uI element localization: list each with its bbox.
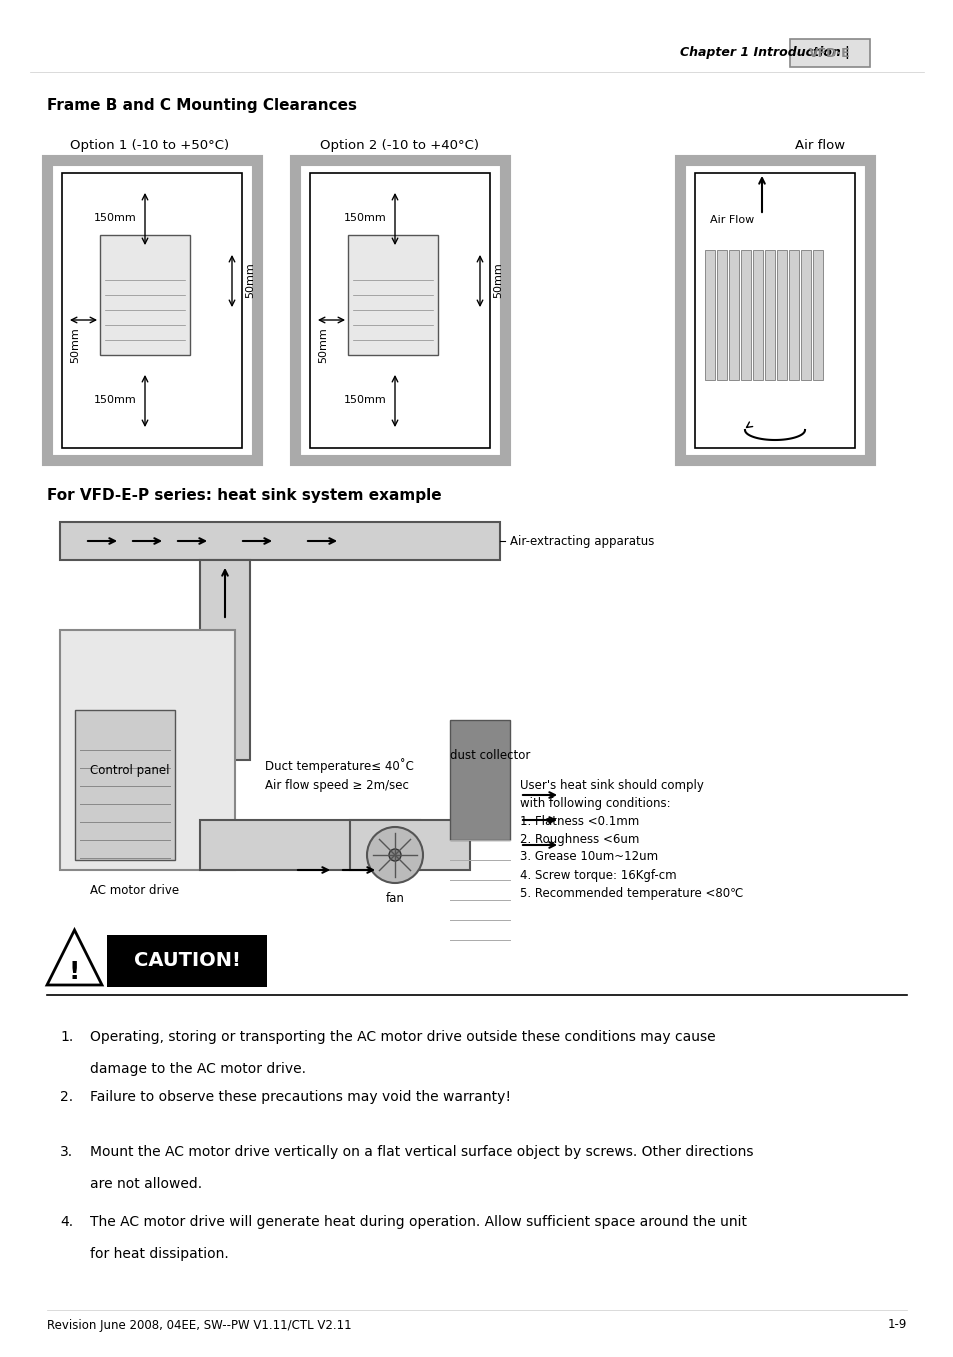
Text: with following conditions:: with following conditions: [519,797,670,810]
Circle shape [389,849,400,860]
Text: 1. Flatness <0.1mm: 1. Flatness <0.1mm [519,814,639,828]
Text: VFD·E: VFD·E [808,46,850,60]
Bar [704,250,714,380]
Bar [740,250,750,380]
Bar [200,820,419,870]
Bar [776,250,786,380]
Text: 50mm: 50mm [317,327,328,362]
Text: Chapter 1 Introduction |: Chapter 1 Introduction | [679,46,849,58]
Text: Air flow: Air flow [794,138,844,152]
Text: Duct temperature≤ 40˚C
Air flow speed ≥ 2m/sec: Duct temperature≤ 40˚C Air flow speed ≥ … [265,759,414,792]
Text: For VFD-E-P series: heat sink system example: For VFD-E-P series: heat sink system exa… [47,487,441,502]
Bar [75,710,174,860]
Bar [310,172,490,448]
Text: 2.: 2. [60,1090,73,1105]
Text: 4. Screw torque: 16Kgf-cm: 4. Screw torque: 16Kgf-cm [519,868,676,882]
Text: 150mm: 150mm [93,395,136,404]
Text: Option 1 (-10 to +50°C): Option 1 (-10 to +50°C) [71,138,230,152]
Bar [801,250,810,380]
Text: 50mm: 50mm [245,262,254,299]
Bar [350,820,470,870]
Text: AC motor drive: AC motor drive [90,883,179,897]
Bar [60,522,499,560]
Text: Option 2 (-10 to +40°C): Option 2 (-10 to +40°C) [320,138,479,152]
Text: Control panel: Control panel [90,764,170,776]
Text: 1-9: 1-9 [886,1319,906,1331]
Bar [752,250,762,380]
Text: 150mm: 150mm [343,395,386,404]
Polygon shape [47,930,102,985]
Text: 1.: 1. [60,1030,73,1044]
Bar [60,630,234,870]
Text: 5. Recommended temperature <80℃: 5. Recommended temperature <80℃ [519,886,742,900]
Text: damage to the AC motor drive.: damage to the AC motor drive. [90,1063,306,1076]
Bar [717,250,726,380]
Bar [200,560,250,760]
Bar [100,235,190,356]
Bar [294,160,504,460]
Text: Air-extracting apparatus: Air-extracting apparatus [510,535,654,547]
Text: 4.: 4. [60,1215,73,1229]
Text: for heat dissipation.: for heat dissipation. [90,1247,229,1261]
Text: 3. Grease 10um~12um: 3. Grease 10um~12um [519,851,658,863]
Bar [788,250,799,380]
Text: Mount the AC motor drive vertically on a flat vertical surface object by screws.: Mount the AC motor drive vertically on a… [90,1145,753,1159]
Text: 150mm: 150mm [93,213,136,223]
Text: are not allowed.: are not allowed. [90,1177,202,1191]
Text: CAUTION!: CAUTION! [133,951,240,970]
Bar [764,250,774,380]
Circle shape [367,826,422,883]
Text: Failure to observe these precautions may void the warranty!: Failure to observe these precautions may… [90,1090,511,1105]
Bar [62,172,242,448]
Text: fan: fan [385,892,404,905]
Bar [348,235,437,356]
Text: Operating, storing or transporting the AC motor drive outside these conditions m: Operating, storing or transporting the A… [90,1030,715,1044]
Bar [107,935,267,987]
Text: User's heat sink should comply: User's heat sink should comply [519,779,703,791]
Bar [679,160,869,460]
Bar [47,160,256,460]
Bar [728,250,739,380]
Text: The AC motor drive will generate heat during operation. Allow sufficient space a: The AC motor drive will generate heat du… [90,1215,746,1229]
Text: 50mm: 50mm [493,262,502,299]
Text: dust collector: dust collector [450,749,530,761]
Bar [812,250,822,380]
Text: 150mm: 150mm [343,213,386,223]
Text: 3.: 3. [60,1145,73,1159]
Text: 50mm: 50mm [70,327,80,362]
Text: 2. Roughness <6um: 2. Roughness <6um [519,832,639,845]
Bar [450,721,510,840]
Bar [695,172,854,448]
Text: Revision June 2008, 04EE, SW--PW V1.11/CTL V2.11: Revision June 2008, 04EE, SW--PW V1.11/C… [47,1319,352,1331]
FancyBboxPatch shape [789,39,869,66]
Text: Air Flow: Air Flow [709,214,754,225]
Text: Frame B and C Mounting Clearances: Frame B and C Mounting Clearances [47,98,356,113]
Text: !: ! [69,959,80,984]
